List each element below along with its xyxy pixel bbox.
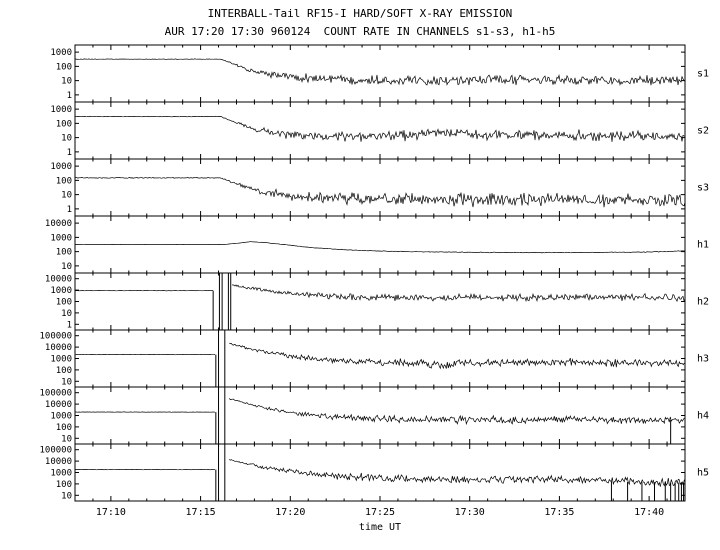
chart-subtitle: AUR 17:20 17:30 960124 COUNT RATE IN CHA… <box>164 25 556 38</box>
panel-label-h4: h4 <box>697 411 709 422</box>
y-tick-label: 1 <box>67 320 72 330</box>
trace-h1 <box>74 241 685 254</box>
panel-s3: 1000 100 10 1 s3 <box>50 158 709 217</box>
y-tick-label: 10 <box>61 262 72 272</box>
y-tick-label: 10 <box>61 134 72 144</box>
y-tick-label: 100 <box>56 298 72 308</box>
y-tick-label: 1000 <box>50 233 72 243</box>
y-tick-label: 100 <box>56 119 72 129</box>
y-tick-label: 10000 <box>45 219 72 229</box>
y-tick-label: 10000 <box>45 457 72 467</box>
panel-s2: 1000 100 10 1 s2 <box>50 101 709 160</box>
y-tick-label: 1000 <box>50 286 72 296</box>
y-tick-label: 100 <box>56 423 72 433</box>
y-tick-label: 10 <box>61 491 72 501</box>
y-tick-label: 10 <box>61 191 72 201</box>
y-tick-label: 1 <box>67 148 72 158</box>
y-tick-label: 10 <box>61 434 72 444</box>
x-tick-label: 17:40 <box>634 507 664 518</box>
panel-label-s3: s3 <box>697 183 709 194</box>
y-tick-label: 10 <box>61 377 72 387</box>
x-tick-label: 17:25 <box>365 507 395 518</box>
panel-label-h3: h3 <box>697 354 709 365</box>
panel-s1: 1000 100 10 1 s1 <box>50 44 709 103</box>
trace-h2 <box>231 284 686 303</box>
y-tick-label: 1000 <box>50 469 72 479</box>
y-tick-label: 10000 <box>45 343 72 353</box>
panel-h1: 10000 1000 100 10 h1 <box>45 215 709 274</box>
x-tick-label: 17:20 <box>275 507 305 518</box>
y-tick-label: 1000 <box>50 355 72 365</box>
x-tick-label: 17:35 <box>544 507 574 518</box>
x-axis-title: time UT <box>359 522 401 533</box>
x-tick-label: 17:30 <box>455 507 485 518</box>
y-tick-label: 1000 <box>50 162 72 172</box>
y-tick-label: 10 <box>61 309 72 319</box>
y-tick-label: 10 <box>61 77 72 87</box>
chart-title: INTERBALL-Tail RF15-I HARD/SOFT X-RAY EM… <box>207 7 513 20</box>
y-tick-label: 100000 <box>39 389 72 399</box>
y-tick-label: 1000 <box>50 412 72 422</box>
y-tick-label: 10000 <box>45 275 72 285</box>
panel-label-h5: h5 <box>697 468 709 479</box>
trace-h5 <box>229 459 685 487</box>
y-tick-label: 1 <box>67 205 72 215</box>
y-tick-label: 1000 <box>50 105 72 115</box>
trace-h2 <box>74 290 213 292</box>
y-tick-label: 10000 <box>45 400 72 410</box>
y-tick-label: 100 <box>56 248 72 258</box>
y-tick-label: 100 <box>56 366 72 376</box>
trace-s1 <box>74 58 686 87</box>
trace-h3 <box>229 342 685 370</box>
panel-label-h1: h1 <box>697 240 709 251</box>
trace-s2 <box>74 115 686 142</box>
y-tick-label: 100 <box>56 62 72 72</box>
panel-label-s2: s2 <box>697 126 709 137</box>
y-tick-label: 1000 <box>50 48 72 58</box>
y-tick-label: 100000 <box>39 332 72 342</box>
panel-label-s1: s1 <box>697 69 709 80</box>
panel-label-h2: h2 <box>697 297 709 308</box>
y-tick-label: 100 <box>56 176 72 186</box>
trace-h4 <box>229 398 685 426</box>
x-tick-label: 17:15 <box>186 507 216 518</box>
x-tick-label: 17:10 <box>96 507 126 518</box>
y-tick-label: 1 <box>67 91 72 101</box>
y-tick-label: 100 <box>56 480 72 490</box>
y-tick-label: 100000 <box>39 446 72 456</box>
trace-s3 <box>74 176 686 208</box>
